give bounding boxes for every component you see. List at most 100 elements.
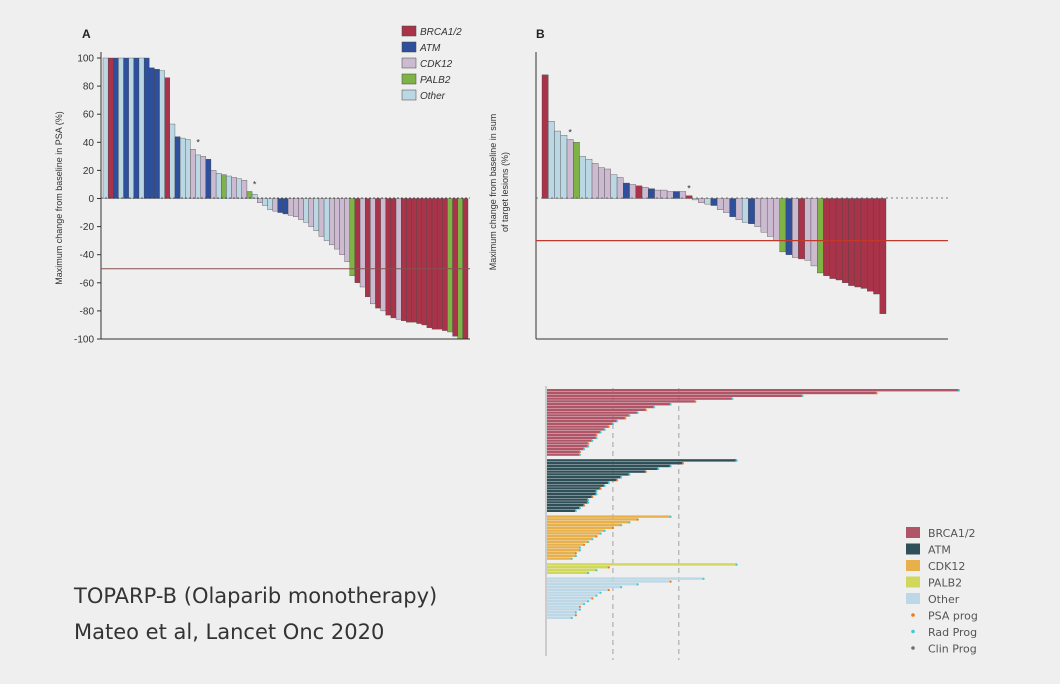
panel-a-bar bbox=[411, 198, 417, 323]
swimmer-progression-marker bbox=[574, 552, 577, 555]
swimmer-progression-marker bbox=[578, 608, 582, 611]
panel-a-bar bbox=[303, 198, 309, 223]
panel-b-bar bbox=[623, 182, 630, 199]
swimmer-progression-marker bbox=[578, 453, 582, 456]
swimmer-bar bbox=[547, 543, 585, 546]
swimmer-progression-marker bbox=[578, 549, 582, 552]
swimmer-bar bbox=[547, 580, 671, 583]
panel-a-legend-label: ATM bbox=[419, 43, 441, 54]
panel-b-bar bbox=[616, 177, 624, 199]
panel-a-bar bbox=[287, 198, 294, 216]
swimmer-bar bbox=[547, 391, 877, 395]
panel-a-bar bbox=[190, 149, 196, 199]
panel-a-bar bbox=[431, 198, 438, 330]
swimmer-reference-lines bbox=[612, 388, 680, 660]
panel-a-bar bbox=[113, 57, 119, 199]
panel-a-bar bbox=[339, 198, 345, 255]
swimmer-progression-marker bbox=[957, 389, 961, 392]
panel-a-ytick-label: -80 bbox=[80, 306, 95, 317]
panel-a-bar bbox=[308, 198, 314, 227]
swimmer-progression-marker bbox=[628, 414, 631, 417]
panel-a-bar bbox=[447, 198, 453, 333]
panel-a-legend-swatch bbox=[401, 41, 417, 53]
panel-a-bar bbox=[241, 180, 248, 199]
swimmer-progression-marker bbox=[624, 417, 627, 420]
panel-a-bar bbox=[323, 198, 330, 241]
panel-b-bar bbox=[591, 163, 599, 199]
swimmer-bar bbox=[547, 501, 589, 504]
swimmer-bar bbox=[547, 611, 576, 614]
swimmer-progression-marker bbox=[669, 580, 672, 583]
panel-a-legend-swatch bbox=[401, 89, 417, 101]
swimmer-progression-marker bbox=[611, 422, 615, 426]
panel-b-bar bbox=[579, 156, 586, 199]
panel-a-bar bbox=[123, 57, 129, 199]
swimmer-bar bbox=[547, 577, 704, 580]
panel-a-bar bbox=[133, 57, 140, 199]
swimmer-bar bbox=[547, 591, 601, 594]
swimmer-bar bbox=[547, 571, 589, 574]
panel-a-bar bbox=[272, 198, 278, 212]
panel-a-bar bbox=[210, 170, 217, 199]
swimmer-progression-marker bbox=[574, 611, 577, 614]
swimmer-bar bbox=[547, 504, 585, 507]
panel-a-legend-label: Other bbox=[420, 91, 446, 102]
swimmer-bar bbox=[547, 408, 646, 411]
panel-a-bar bbox=[215, 173, 222, 199]
panel-b-bar bbox=[635, 185, 643, 199]
swimmer-progression-marker bbox=[694, 400, 697, 403]
panel-b-bar bbox=[754, 198, 762, 227]
panel-a-bar bbox=[262, 198, 268, 206]
panel-a-bar bbox=[138, 57, 145, 199]
panel-b-bar bbox=[610, 174, 618, 199]
swimmer-progression-marker bbox=[582, 602, 586, 606]
swimmer-legend-swatch bbox=[906, 576, 920, 588]
panel-a-bar bbox=[205, 158, 212, 199]
swimmer-legend-swatch bbox=[906, 593, 920, 604]
swimmer-progression-marker bbox=[591, 597, 594, 600]
swimmer-progression-marker bbox=[587, 445, 590, 448]
panel-a-bar bbox=[169, 123, 176, 199]
swimmer-progression-marker bbox=[591, 495, 594, 499]
panel-a-ytick-label: 20 bbox=[83, 166, 95, 177]
swimmer-progression-marker bbox=[615, 479, 619, 482]
swimmer-bar bbox=[547, 436, 597, 439]
panel-a-bar bbox=[159, 70, 165, 199]
panel-b-bar bbox=[585, 158, 593, 199]
swimmer-progression-marker bbox=[607, 481, 610, 485]
panel-a-chart: A Maximum change from baseline in PSA (%… bbox=[54, 25, 470, 346]
swimmer-bar bbox=[547, 549, 580, 552]
swimmer-bar bbox=[547, 425, 609, 428]
swimmer-legend-marker bbox=[911, 613, 915, 617]
swimmer-bar bbox=[547, 414, 630, 417]
swimmer-progression-marker bbox=[731, 397, 734, 400]
swimmer-progression-marker bbox=[570, 616, 573, 620]
swimmer-bar bbox=[547, 557, 572, 560]
swimmer-bar bbox=[547, 450, 580, 453]
swimmer-bar bbox=[547, 585, 622, 589]
swimmer-bar bbox=[547, 419, 618, 423]
swimmer-bar bbox=[547, 566, 609, 569]
panel-a-bar bbox=[267, 198, 273, 210]
swimmer-bar bbox=[547, 473, 630, 476]
swimmer-bar bbox=[547, 554, 576, 557]
panel-a-bar bbox=[226, 175, 232, 199]
swimmer-bar bbox=[547, 568, 597, 572]
panel-a-bar bbox=[246, 191, 253, 199]
panel-b-bar bbox=[660, 189, 668, 199]
swimmer-bar bbox=[547, 532, 601, 535]
swimmer-bar bbox=[547, 442, 589, 445]
swimmer-bar bbox=[547, 521, 630, 524]
swimmer-bar bbox=[547, 608, 580, 611]
panel-b-asterisk: * bbox=[568, 127, 572, 137]
swimmer-progression-marker bbox=[607, 588, 610, 592]
swimmer-progression-marker bbox=[574, 554, 577, 558]
swimmer-progression-marker bbox=[636, 411, 639, 414]
swimmer-progression-marker bbox=[570, 557, 573, 560]
panel-b-bar bbox=[792, 198, 799, 258]
swimmer-bar bbox=[547, 588, 609, 591]
swimmer-progression-marker bbox=[578, 605, 582, 608]
panel-b-chart: B Maximum change from baseline in sum of… bbox=[488, 27, 948, 340]
swimmer-bar bbox=[547, 583, 638, 586]
